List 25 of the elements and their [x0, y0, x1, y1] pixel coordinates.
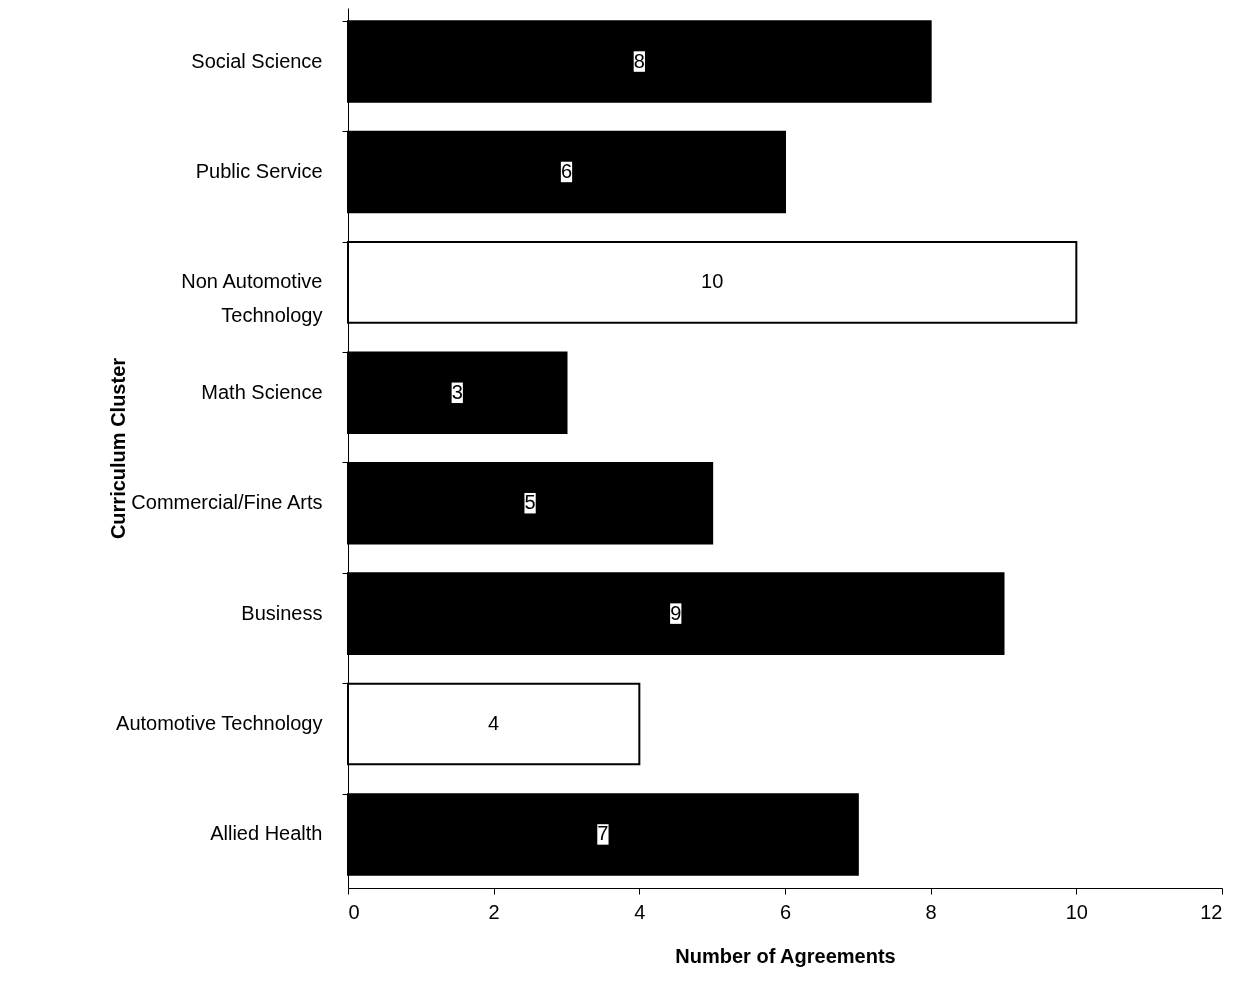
x-tick-label: 0 [348, 900, 360, 923]
y-tick-label: Math Science [201, 380, 323, 403]
y-tick-label: Business [241, 601, 323, 624]
x-tick-label: 6 [779, 900, 792, 923]
y-tick-label: Social Science [191, 49, 323, 72]
x-axis-title: Number of Agreements [675, 944, 896, 967]
data-label: 3 [451, 380, 463, 403]
x-tick-label: 4 [634, 900, 646, 923]
y-tick-label: Commercial/Fine Arts [131, 491, 323, 514]
data-label: 10 [701, 270, 724, 293]
y-tick-label: Allied Health [210, 822, 323, 845]
y-tick-label: Public Service [195, 159, 323, 182]
data-label: 6 [560, 159, 573, 182]
x-tick-label: 2 [488, 900, 500, 923]
x-tick-label: 10 [1065, 900, 1088, 923]
y-tick-label: Automotive Technology [116, 712, 323, 735]
data-label: 8 [633, 49, 645, 72]
data-label: 4 [488, 712, 500, 735]
data-label: 5 [524, 491, 536, 514]
y-axis-title: Curriculum Cluster [106, 357, 129, 540]
data-label: 9 [670, 601, 682, 624]
x-tick-label: 12 [1200, 900, 1223, 923]
x-tick-label: 8 [925, 900, 937, 923]
data-label: 7 [597, 822, 609, 845]
y-tick-label: Non Automotive Technology [181, 270, 323, 327]
